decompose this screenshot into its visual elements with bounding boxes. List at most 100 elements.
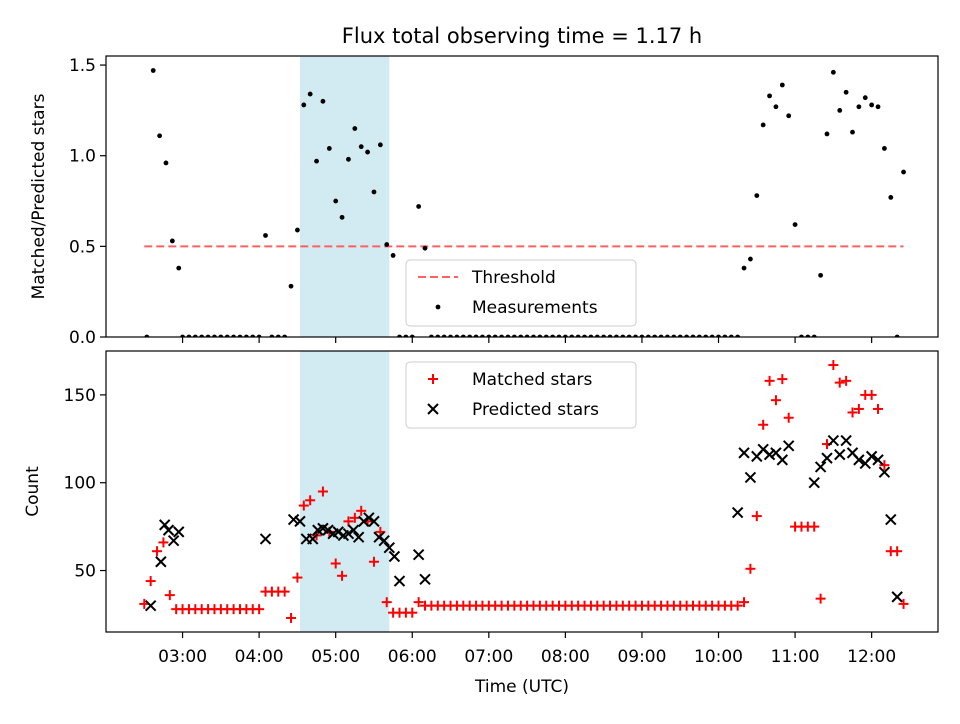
legend: Matched stars Predicted stars [405, 361, 637, 429]
legend-label: Threshold [471, 268, 556, 288]
matched-point [815, 593, 826, 604]
matched-point [381, 597, 392, 608]
matched-point [158, 537, 169, 548]
matched-point [853, 403, 864, 414]
x-b [865, 450, 878, 463]
predicted-point [383, 541, 395, 554]
x-b [332, 526, 344, 538]
measurement-point [856, 104, 862, 110]
predicted-point [287, 513, 300, 526]
matched-point [254, 604, 265, 615]
x-b [891, 591, 903, 603]
measurement-point [390, 253, 396, 258]
matched-point [879, 460, 890, 471]
x-tick-label: 08:00 [541, 647, 590, 667]
matched-point [279, 586, 290, 597]
predicted-point [814, 461, 827, 473]
predicted-point [347, 524, 360, 536]
predicted-point [173, 526, 185, 538]
measurement-point [818, 272, 824, 278]
measurement-point [150, 68, 156, 73]
measurement-point [850, 129, 855, 135]
matched-point [368, 556, 379, 567]
legend: Threshold Measurements [405, 259, 637, 327]
measurement-point [843, 89, 849, 95]
predicted-point [738, 447, 750, 459]
predicted-point [827, 434, 840, 447]
measurement-point [824, 131, 830, 137]
legend-marker-predicted [427, 403, 439, 415]
x-b [744, 471, 757, 484]
measurement-point [333, 198, 339, 204]
x-tick-label: 12:00 [847, 647, 896, 667]
x-tick-label: 10:00 [694, 647, 743, 667]
x-tick-label: 03:00 [158, 647, 207, 667]
matched-point [770, 395, 781, 406]
x-tick-label: 06:00 [388, 647, 437, 667]
x-b [342, 527, 355, 540]
x-b [363, 512, 375, 524]
predicted-point [840, 434, 852, 447]
matched-point [164, 590, 175, 601]
y-tick-label: 0.5 [69, 237, 96, 257]
x-b [317, 522, 329, 535]
measurement-point [320, 98, 326, 104]
x-tick-label: 11:00 [771, 647, 820, 667]
highlight-span [299, 56, 390, 337]
measurement-point [157, 133, 162, 139]
axes-frame [105, 350, 939, 633]
x-axis-label: Time (UTC) [474, 677, 569, 697]
x-b [872, 454, 884, 466]
x-b [757, 443, 769, 456]
measurement-point [163, 160, 169, 166]
matched-point [777, 374, 788, 385]
matched-point [317, 486, 328, 497]
x-b [378, 534, 390, 547]
measurement-point [748, 256, 753, 262]
x-b [294, 515, 306, 528]
measurement-point [760, 122, 766, 128]
x-b [173, 526, 185, 538]
legend-label: Predicted stars [472, 400, 599, 420]
measurement-point [326, 146, 332, 151]
measurement-point [786, 113, 792, 119]
x-b [834, 448, 846, 461]
predicted-point [419, 573, 431, 586]
legend-item: Measurements [435, 298, 598, 318]
x-b [373, 531, 385, 543]
matched-point [145, 576, 156, 587]
predicted-point [782, 440, 795, 452]
matched-point [751, 511, 762, 522]
x-b [388, 550, 401, 563]
predicted-point [393, 575, 406, 587]
predicted-point [322, 524, 334, 536]
x-b [352, 531, 365, 543]
legend-item: Matched stars [428, 370, 592, 390]
measurement-point [862, 95, 868, 101]
measurement-point [288, 283, 294, 289]
predicted-point [307, 533, 319, 545]
legend-box [405, 259, 637, 327]
measurement-point [295, 227, 300, 233]
measurement-point [307, 91, 313, 97]
measurement-point [169, 238, 175, 244]
predicted-point [808, 477, 820, 489]
measurement-point [422, 245, 428, 251]
predicted-point [878, 466, 891, 478]
x-b [840, 434, 852, 447]
matched-point [898, 598, 909, 609]
matched-point [413, 597, 424, 608]
x-b [383, 541, 395, 554]
measurement-point [314, 158, 319, 164]
matched-point [834, 377, 845, 388]
predicted-point [358, 515, 370, 528]
measurement-point [352, 126, 358, 131]
predicted-point [342, 527, 355, 540]
matched-point [407, 607, 418, 618]
matched-point [152, 546, 163, 557]
matched-point [305, 495, 316, 506]
measurement-point [888, 195, 894, 200]
predicted-point [167, 534, 180, 547]
measurement-point [869, 102, 875, 108]
